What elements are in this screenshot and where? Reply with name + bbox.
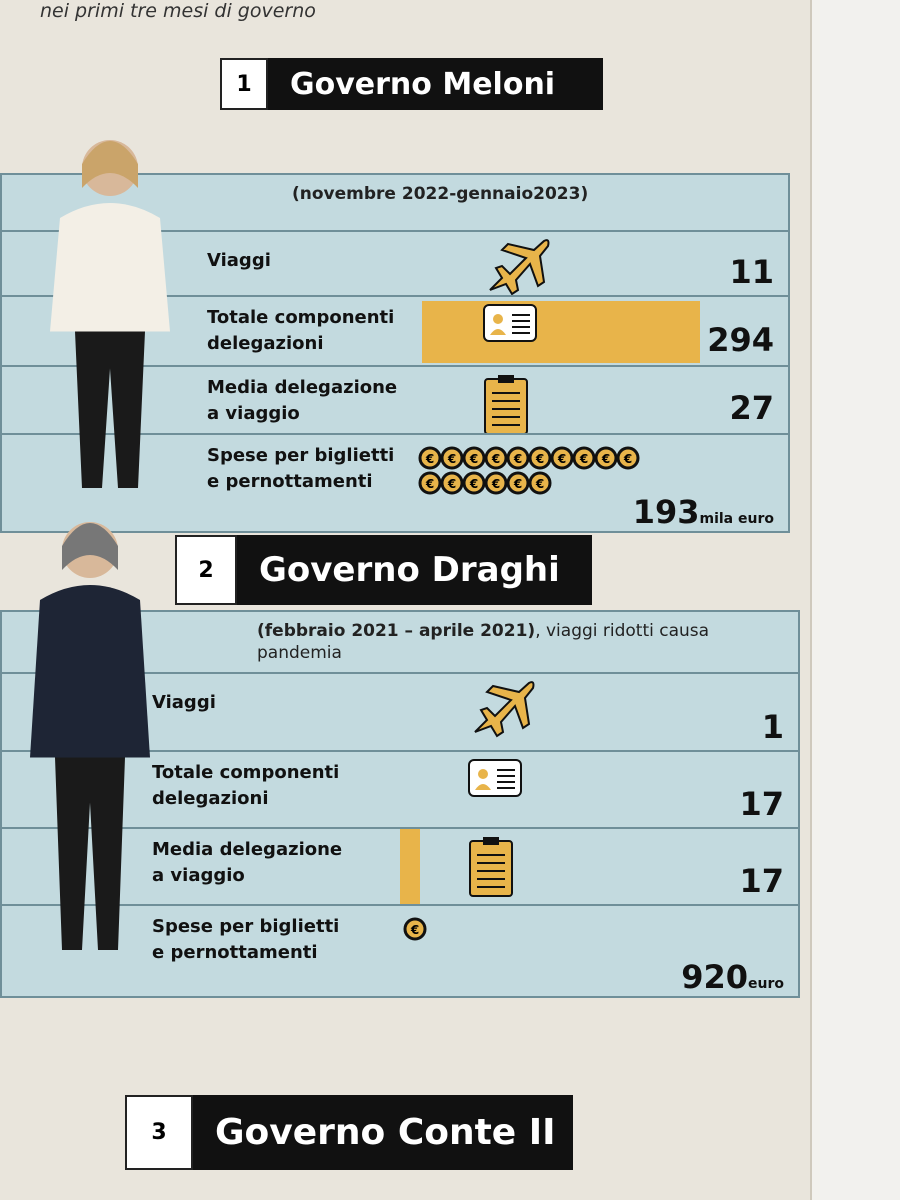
- section-number: 3: [125, 1095, 193, 1170]
- value-number: 294: [707, 321, 774, 359]
- svg-text:€: €: [410, 923, 419, 937]
- row-value: 11: [729, 253, 774, 291]
- data-row: Totale componenti delegazioni 294: [2, 295, 788, 365]
- value-number: 920: [681, 958, 749, 996]
- period-dates: (novembre 2022-gennaio2023): [292, 184, 589, 204]
- row-label: Viaggi: [152, 692, 216, 713]
- row-icon: € € € € € € € € € € € € € € € €: [417, 445, 641, 501]
- row-value: 193mila euro: [633, 493, 774, 531]
- portrait: [0, 510, 160, 964]
- svg-text:€: €: [535, 477, 544, 491]
- row-icon: [482, 373, 530, 441]
- period-dates: (febbraio 2021 – aprile 2021): [257, 621, 536, 641]
- section-number: 1: [220, 58, 268, 110]
- row-icon: [467, 758, 523, 802]
- highlight: [400, 829, 420, 906]
- row-value: 920euro: [681, 958, 784, 996]
- svg-text:€: €: [513, 477, 522, 491]
- svg-text:€: €: [469, 452, 478, 466]
- svg-text:€: €: [491, 452, 500, 466]
- svg-text:€: €: [425, 477, 434, 491]
- data-row: Media delegazione a viaggio 27: [2, 365, 788, 435]
- section-number: 2: [175, 535, 237, 605]
- data-row: Spese per biglietti e pernottamenti €920e…: [2, 904, 798, 1002]
- row-label: Spese per biglietti e pernottamenti: [152, 916, 340, 963]
- row-value: 1: [762, 708, 784, 746]
- government-section: (febbraio 2021 – aprile 2021), viaggi ri…: [0, 522, 800, 998]
- svg-text:€: €: [447, 452, 456, 466]
- svg-text:€: €: [469, 477, 478, 491]
- section-title: Governo Meloni: [268, 58, 603, 110]
- section-title: Governo Conte II: [193, 1095, 573, 1170]
- svg-text:€: €: [623, 452, 632, 466]
- row-label: Spese per biglietti e pernottamenti: [207, 445, 395, 492]
- row-value: 17: [739, 862, 784, 900]
- value-number: 193: [632, 493, 700, 531]
- highlight: [422, 301, 700, 363]
- row-label: Totale componenti delegazioni: [152, 762, 340, 809]
- government-section: (novembre 2022-gennaio2023) Viaggi 11 Total…: [0, 58, 800, 533]
- svg-text:€: €: [425, 452, 434, 466]
- row-label: Viaggi: [207, 250, 271, 271]
- data-row: Media delegazione a viaggio 17: [2, 827, 798, 906]
- period: (febbraio 2021 – aprile 2021), viaggi ri…: [257, 620, 782, 664]
- row-icon: [482, 303, 538, 347]
- portrait: [20, 128, 180, 502]
- section-title: Governo Draghi: [237, 535, 592, 605]
- value-unit: mila euro: [699, 511, 775, 527]
- svg-text:€: €: [513, 452, 522, 466]
- row-value: 294: [707, 321, 774, 359]
- data-row: Viaggi 11: [2, 230, 788, 297]
- svg-text:€: €: [491, 477, 500, 491]
- value-number: 27: [729, 389, 774, 427]
- row-icon: [467, 680, 537, 744]
- svg-text:€: €: [601, 452, 610, 466]
- row-label: Totale componenti delegazioni: [207, 307, 395, 354]
- page-edge: [810, 0, 900, 1200]
- data-row: Totale componenti delegazioni 17: [2, 750, 798, 829]
- row-icon: [467, 835, 515, 903]
- subtitle: nei primi tre mesi di governo: [40, 0, 316, 22]
- svg-text:€: €: [557, 452, 566, 466]
- svg-text:€: €: [579, 452, 588, 466]
- row-icon: €: [402, 916, 428, 972]
- data-row: Viaggi 1: [2, 672, 798, 752]
- period: (novembre 2022-gennaio2023): [292, 183, 772, 205]
- government-section: 3 Governo Conte II: [0, 1095, 800, 1200]
- value-number: 1: [761, 708, 784, 746]
- value-number: 17: [739, 862, 784, 900]
- period-note: , viaggi ridotti causa pandemia: [257, 621, 710, 663]
- svg-text:€: €: [447, 477, 456, 491]
- value-number: 11: [729, 253, 774, 291]
- value-number: 17: [739, 785, 784, 823]
- row-label: Media delegazione a viaggio: [207, 377, 398, 424]
- row-value: 17: [739, 785, 784, 823]
- svg-text:€: €: [535, 452, 544, 466]
- row-label: Media delegazione a viaggio: [152, 839, 343, 886]
- value-unit: euro: [748, 976, 784, 992]
- row-icon: [482, 238, 552, 302]
- row-value: 27: [729, 389, 774, 427]
- data-row: Spese per biglietti e pernottamenti € € € € €…: [2, 433, 788, 537]
